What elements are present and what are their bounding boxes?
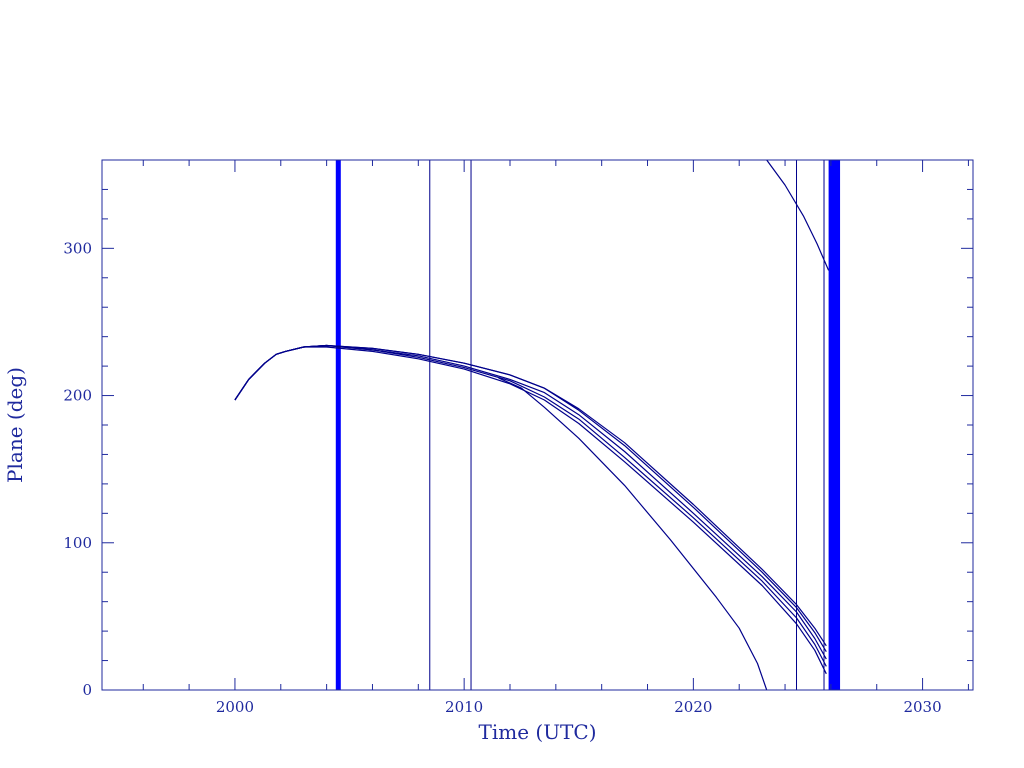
y-axis-title: Plane (deg) [3,367,27,483]
x-tick-label: 2020 [674,698,712,716]
series-line-4 [234,346,827,675]
x-tick-label: 2000 [216,698,254,716]
x-tick-label: 2010 [445,698,483,716]
event-markers [335,160,841,690]
series-line-5 [498,377,768,691]
tick-labels: 2000 2010 2020 2030 0 100 200 300 [63,239,941,716]
plane-series-lines [234,159,830,691]
y-tick-label: 200 [63,387,92,405]
x-axis-title: Time (UTC) [479,720,597,744]
event-band-5 [828,160,841,690]
axis-ticks [102,159,973,691]
series-line-2 [234,344,827,660]
y-tick-label: 0 [82,681,92,699]
y-tick-label: 100 [63,534,92,552]
plot-frame [101,159,974,691]
y-tick-label: 300 [63,239,92,257]
event-band-0 [335,160,341,690]
series-line-1 [234,344,827,653]
x-tick-label: 2030 [903,698,941,716]
series-line-6 [766,159,830,271]
